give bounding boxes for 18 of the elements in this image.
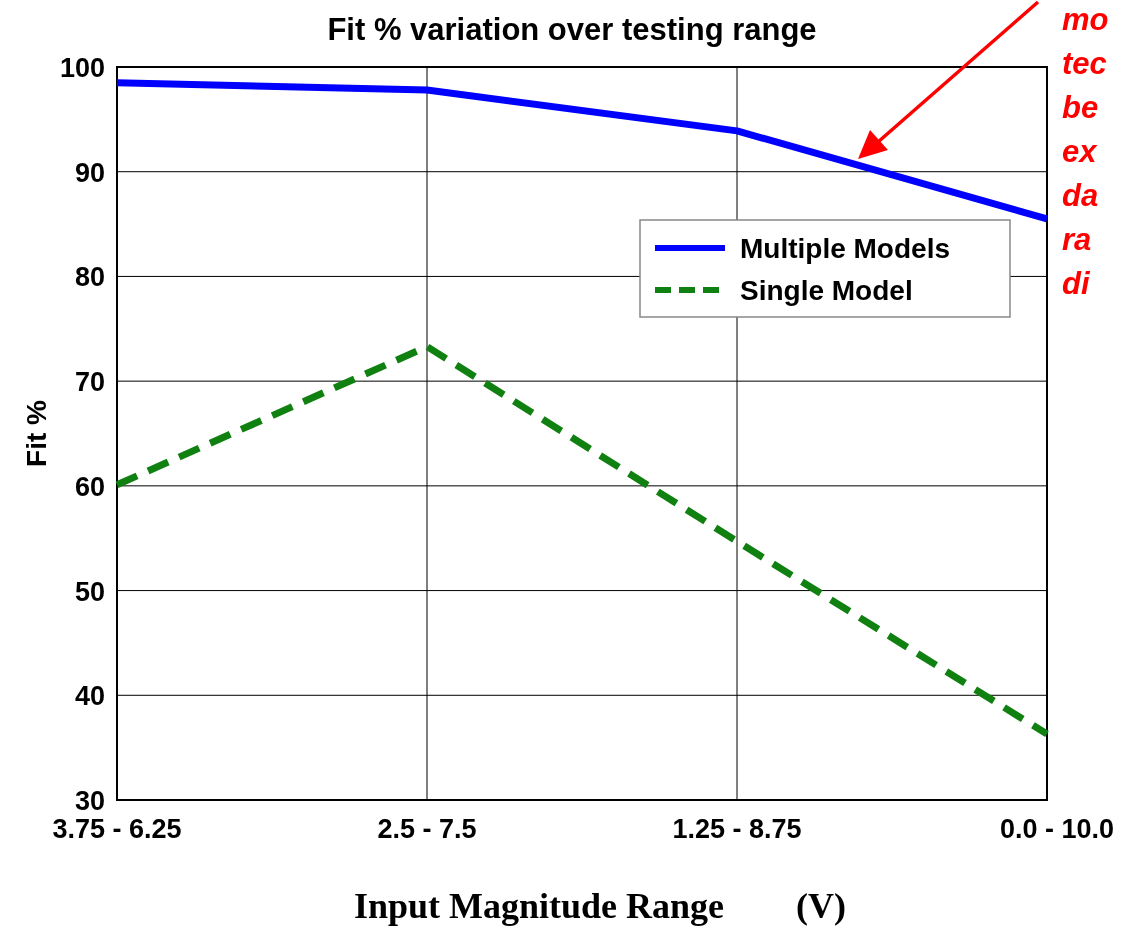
legend-label: Single Model (740, 275, 913, 306)
text: mo tec be ex da ra di (1062, 2, 1109, 301)
x-tick-label: 3.75 - 6.25 (52, 814, 182, 844)
y-tick-label: 30 (74, 786, 105, 816)
y-tick-label: 80 (74, 262, 105, 293)
x-axis-title: Input Magnitude Range (V) (353, 886, 847, 926)
y-tick-label: 100 (59, 53, 105, 83)
y-tick-label: 40 (74, 681, 105, 712)
x-tick-label: 0.0 - 10.0 (999, 814, 1115, 844)
y-tick-label: 50 (74, 576, 105, 607)
y-tick-label: 70 (74, 367, 105, 398)
x-tick-label: 2.5 - 7.5 (377, 814, 477, 844)
y-tick-label: 60 (74, 471, 105, 502)
legend-label: Multiple Models (740, 233, 950, 264)
y-axis-title: Fit % (21, 399, 52, 467)
y-tick-label: 90 (74, 157, 105, 188)
chart-title: Fit % variation over testing range (327, 12, 817, 47)
x-tick-label: 1.25 - 8.75 (672, 814, 802, 844)
